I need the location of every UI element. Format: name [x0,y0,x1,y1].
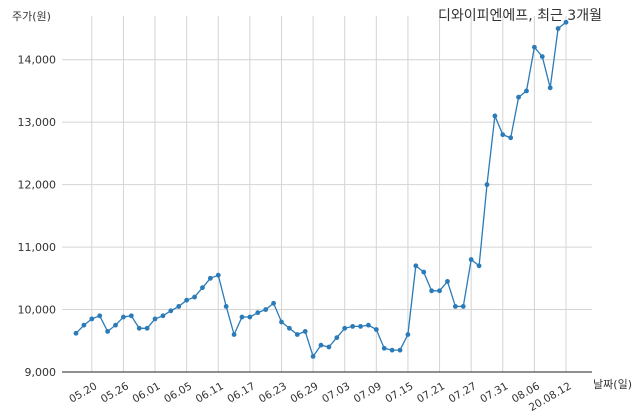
price-point [358,324,363,329]
price-point [215,272,221,278]
y-tick-label: 14,000 [18,54,57,67]
axis-labels: 디와이피엔에프, 최근 3개월 주가(원) 날짜(일) [12,8,632,391]
price-point [223,304,229,309]
price-point [563,19,569,25]
price-point [310,353,316,359]
chart-title: 디와이피엔에프, 최근 3개월 [438,8,602,24]
price-line [75,21,567,358]
x-tick-label: 07.15 [383,380,415,405]
price-point [207,275,213,281]
x-tick-label: 07.03 [320,380,352,405]
price-point [334,335,340,341]
x-tick-label: 06.05 [162,380,194,405]
price-point [200,285,205,291]
price-point [326,344,332,350]
y-tick-label: 13,000 [18,116,57,129]
price-point [97,313,103,319]
price-point [144,325,150,331]
price-point [555,26,561,31]
x-tick-label: 06.23 [257,380,289,405]
price-point [492,113,498,119]
price-point [452,304,458,309]
price-point [231,332,237,337]
x-tick-label: 05.20 [67,380,99,405]
price-point [279,319,284,325]
price-point [484,182,490,188]
y-tick-label: 12,000 [18,179,57,192]
price-point [468,257,474,262]
series-points [73,19,569,359]
price-point [539,54,545,59]
price-point [476,263,482,269]
price-point [113,322,118,328]
price-point [89,316,95,322]
price-point [152,316,158,322]
x-axis-label: 날짜(일) [593,377,632,391]
series-line-layer [75,21,567,358]
price-point [547,85,553,91]
price-point [255,310,261,316]
price-point [366,322,371,328]
x-tick-label: 05.26 [99,380,131,406]
price-point [136,325,142,331]
price-point [247,314,253,320]
price-point [437,288,442,294]
price-point [373,327,379,332]
price-point [160,313,166,319]
price-point [121,314,126,320]
x-tick-label: 07.09 [352,380,384,405]
price-point [271,300,276,306]
price-point [239,314,245,320]
price-point [176,304,182,309]
price-point [405,332,411,337]
price-point [397,347,403,353]
x-tick-label: 06.01 [130,380,162,405]
price-point [516,94,521,100]
price-point [421,269,427,275]
price-point [294,332,300,337]
price-point [524,88,529,94]
price-point [168,308,174,314]
price-point [302,329,308,334]
price-point [500,132,506,138]
price-point [342,325,348,331]
price-point [429,288,435,294]
x-tick-label: 07.21 [415,380,447,405]
y-tick-label: 11,000 [18,241,57,254]
price-point [128,313,134,319]
price-point [381,345,387,351]
price-point [81,322,87,328]
x-tick-label: 06.17 [225,380,257,405]
price-point [184,297,190,303]
price-point [350,324,356,329]
price-point [389,347,395,353]
price-point [508,135,514,141]
x-tick-label: 06.29 [289,380,321,405]
y-axis-label: 주가(원) [12,10,51,23]
price-point [73,330,79,336]
x-tick-label: 07.27 [447,380,479,405]
price-point [263,307,269,312]
price-point [105,329,111,334]
price-point [460,304,466,309]
price-point [286,325,292,331]
x-tick-label: 07.31 [478,380,510,405]
grid [62,16,592,372]
price-point [445,279,450,284]
x-tick-label: 06.11 [194,380,226,405]
axes: 9,000 10,000 11,000 12,000 13,000 14,000 05.20… [18,54,592,414]
y-tick-label: 10,000 [18,304,57,317]
price-point [413,263,419,269]
price-point [192,294,197,300]
y-tick-label: 9,000 [25,366,57,379]
price-point [318,342,324,348]
price-point [531,44,537,50]
